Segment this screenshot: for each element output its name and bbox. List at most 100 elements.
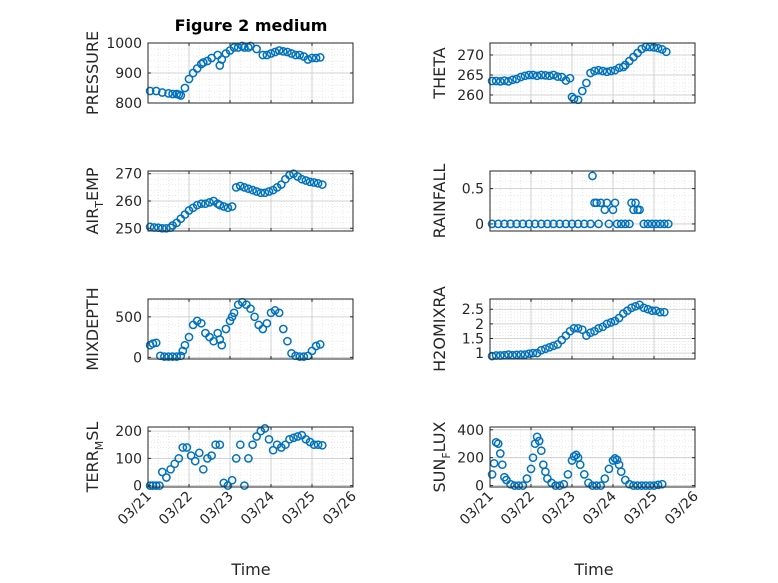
data-point bbox=[274, 46, 284, 55]
data-point bbox=[604, 219, 614, 229]
data-point bbox=[303, 55, 313, 64]
data-point bbox=[317, 440, 327, 450]
data-point bbox=[157, 88, 167, 97]
data-point bbox=[600, 474, 610, 483]
data-point bbox=[592, 198, 601, 208]
data-point bbox=[178, 443, 188, 452]
y-tick-label: 265 bbox=[457, 68, 484, 84]
data-point bbox=[252, 187, 261, 196]
data-point bbox=[577, 86, 587, 96]
data-point bbox=[299, 352, 309, 361]
data-point bbox=[315, 53, 325, 62]
y-axis-label: PRESSURE bbox=[83, 31, 102, 115]
data-point bbox=[211, 440, 220, 450]
data-point bbox=[563, 470, 573, 479]
data-point bbox=[229, 308, 239, 318]
data-point bbox=[151, 86, 161, 96]
y-tick-label: 1.5 bbox=[462, 332, 484, 348]
data-point bbox=[506, 219, 515, 229]
y-tick-label: 200 bbox=[115, 424, 142, 440]
data-point bbox=[311, 53, 321, 63]
data-point bbox=[281, 440, 290, 450]
data-point bbox=[594, 219, 603, 229]
data-point bbox=[495, 449, 505, 458]
data-point bbox=[663, 219, 673, 229]
data-point bbox=[545, 71, 554, 81]
data-point bbox=[579, 470, 589, 479]
data-point bbox=[264, 187, 274, 196]
y-axis-label: H2OMIXRA bbox=[430, 286, 449, 372]
data-point bbox=[278, 324, 288, 334]
data-point bbox=[231, 454, 241, 463]
data-point bbox=[536, 345, 546, 355]
axes-box bbox=[489, 298, 696, 360]
x-axis-label-right: Time bbox=[573, 560, 613, 579]
axes-box bbox=[489, 426, 696, 488]
data-point bbox=[205, 198, 214, 207]
data-point bbox=[528, 348, 538, 358]
data-point bbox=[586, 328, 595, 338]
data-point bbox=[524, 70, 534, 80]
data-point bbox=[495, 77, 505, 86]
data-point bbox=[504, 350, 513, 359]
data-point bbox=[569, 323, 579, 333]
subplot-mixdepth: 0 500 MIXDEPTH bbox=[83, 287, 354, 371]
data-point bbox=[510, 481, 519, 490]
data-point bbox=[526, 464, 536, 474]
y-tick-label: 0.5 bbox=[462, 182, 484, 198]
data-point bbox=[500, 76, 509, 85]
data-point bbox=[276, 180, 286, 189]
data-point bbox=[487, 219, 497, 229]
y-tick-label: 0 bbox=[133, 479, 142, 495]
y-tick-label: 200 bbox=[457, 451, 484, 467]
data-point bbox=[543, 219, 552, 229]
data-point bbox=[227, 475, 237, 485]
y-tick-label: 800 bbox=[115, 96, 142, 112]
data-point bbox=[629, 481, 638, 490]
data-point bbox=[545, 342, 554, 352]
data-point bbox=[506, 479, 515, 489]
data-point bbox=[170, 459, 180, 469]
data-point bbox=[528, 70, 538, 80]
data-point bbox=[616, 219, 626, 229]
data-point bbox=[270, 47, 280, 57]
data-point bbox=[602, 319, 612, 329]
data-point bbox=[219, 202, 229, 211]
data-point bbox=[641, 481, 651, 490]
data-point bbox=[295, 50, 305, 60]
data-point bbox=[524, 219, 534, 229]
data-point bbox=[493, 219, 503, 229]
data-point bbox=[541, 71, 550, 80]
data-point bbox=[266, 49, 276, 58]
data-point bbox=[164, 89, 173, 98]
data-point bbox=[240, 43, 249, 52]
y-tick-label: 1000 bbox=[106, 36, 142, 52]
data-point bbox=[192, 200, 202, 210]
data-point bbox=[157, 467, 167, 477]
data-point bbox=[643, 219, 653, 229]
y-axis-label: TERRMSL bbox=[83, 422, 106, 494]
data-point bbox=[610, 198, 620, 208]
data-point bbox=[598, 66, 608, 76]
data-point bbox=[248, 185, 257, 195]
data-point bbox=[207, 451, 216, 460]
data-point bbox=[508, 75, 517, 85]
data-point bbox=[244, 43, 253, 52]
data-point bbox=[649, 481, 659, 490]
data-point bbox=[315, 340, 325, 349]
data-point bbox=[555, 219, 565, 229]
data-point bbox=[588, 171, 597, 181]
data-point bbox=[295, 352, 305, 361]
data-point bbox=[262, 318, 272, 328]
data-point bbox=[201, 199, 210, 209]
y-tick-label: 400 bbox=[457, 423, 484, 439]
data-point bbox=[500, 219, 509, 229]
data-point bbox=[283, 336, 292, 346]
series-markers bbox=[487, 432, 667, 490]
series-markers bbox=[487, 42, 671, 105]
y-axis-label: RAINFALL bbox=[430, 164, 449, 239]
data-point bbox=[250, 312, 259, 322]
data-point bbox=[612, 219, 622, 229]
subplot-rainfall: 0 0.5 RAINFALL bbox=[430, 164, 696, 239]
data-point bbox=[625, 479, 634, 489]
